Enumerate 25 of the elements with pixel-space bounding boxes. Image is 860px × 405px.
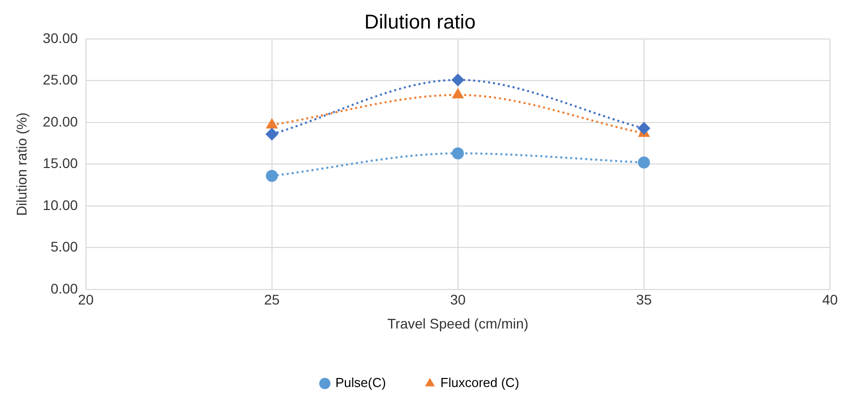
y-tick-label: 30.00 [42,30,78,46]
point [638,122,650,134]
y-tick-label: 25.00 [42,72,78,88]
chart-title: Dilution ratio [364,12,476,34]
x-tick-label: 35 [636,292,652,308]
point [452,88,464,98]
y-axis-title: Dilution ratio (%) [13,112,30,216]
legend-label: Pulse(C) [335,375,386,390]
x-axis-title: Travel Speed (cm/min) [387,315,528,332]
point [638,156,650,169]
point [452,74,464,86]
point [452,147,464,160]
y-tick-label: 15.00 [42,155,78,172]
x-tick-label: 40 [822,292,838,308]
point [266,118,278,128]
y-tick-label: 0.00 [50,280,78,296]
x-tick-label: 20 [78,292,94,308]
y-tick-label: 20.00 [42,113,78,130]
point [266,128,278,140]
y-tick-label: 10.00 [42,196,78,213]
y-tick-label: 5.00 [50,238,78,255]
point [266,170,278,182]
x-tick-label: 25 [264,292,280,308]
x-tick-label: 30 [450,292,466,308]
legend-label: Fluxcored (C) [440,375,520,390]
